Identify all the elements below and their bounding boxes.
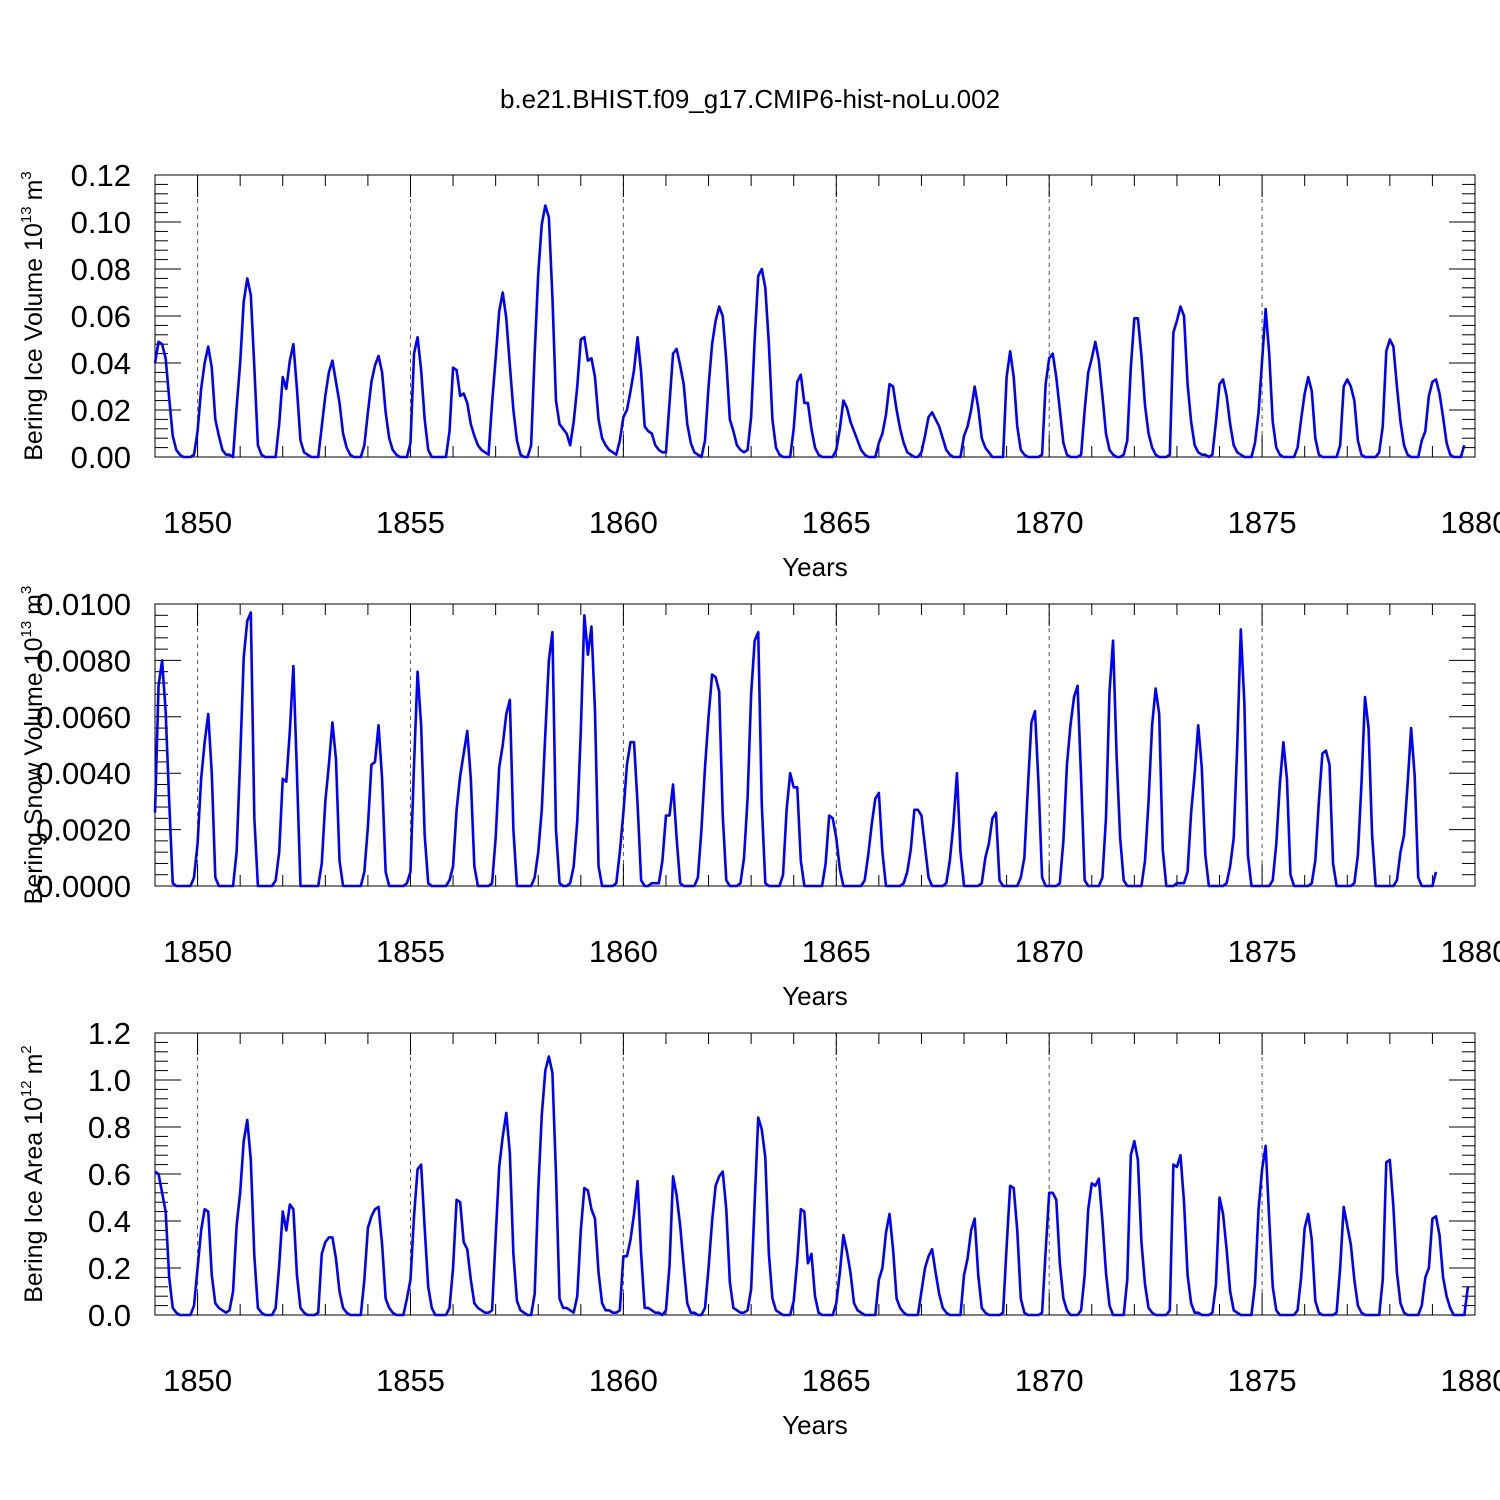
y-tick-label: 0.4 xyxy=(88,1204,131,1239)
y-tick-label: 1.0 xyxy=(88,1063,131,1098)
x-tick-label: 1860 xyxy=(589,934,658,969)
y-tick-label: 1.2 xyxy=(88,1016,131,1051)
x-tick-label: 1880 xyxy=(1441,1363,1500,1398)
x-tick-label: 1875 xyxy=(1228,934,1297,969)
chart-panel-1: 1850 1855 1860 1865 1870 1875 1880 Years 0.00 0.0… xyxy=(18,158,1500,582)
y-tick-label: 0.08 xyxy=(71,252,131,287)
x-tick-label: 1855 xyxy=(376,934,445,969)
x-tick-label: 1870 xyxy=(1015,1363,1084,1398)
x-tick-label: 1880 xyxy=(1441,934,1500,969)
x-tick-label: 1865 xyxy=(802,1363,871,1398)
x-axis-label: Years xyxy=(782,981,848,1011)
y-axis-label-unit-exponent: 3 xyxy=(18,171,35,179)
y-axis-label-exponent: 13 xyxy=(18,206,35,223)
y-tick-label: 0.0100 xyxy=(36,587,131,622)
y-axis-label: Bering Ice Volume 1013 m3 xyxy=(18,171,48,461)
y-axis-label-unit-exponent: 3 xyxy=(18,586,35,594)
y-tick-label: 0.0020 xyxy=(36,813,131,848)
series-line-1 xyxy=(153,611,1438,888)
y-tick-label: 0.6 xyxy=(88,1157,131,1192)
x-tick-label: 1855 xyxy=(376,505,445,540)
chart-panel-3: 1850 1855 1860 1865 1870 1875 1880 Years 0.0 0.2 0… xyxy=(18,1016,1500,1440)
y-tick-label: 0.12 xyxy=(71,158,131,193)
x-tick-label: 1850 xyxy=(163,505,232,540)
y-tick-label: 0.0000 xyxy=(36,869,131,904)
y-tick-label: 0.04 xyxy=(71,346,131,381)
x-tick-label: 1880 xyxy=(1441,505,1500,540)
plot-frame xyxy=(154,1032,1476,1316)
x-tick-label: 1855 xyxy=(376,1363,445,1398)
x-tick-label: 1875 xyxy=(1228,1363,1297,1398)
y-axis-label-text: Bering Snow Volume 10 xyxy=(20,638,48,905)
y-axis-label-unit: m xyxy=(20,594,48,615)
series-line-1 xyxy=(153,204,1466,459)
x-tick-label: 1860 xyxy=(589,505,658,540)
y-axis-label-exponent: 12 xyxy=(18,1080,35,1097)
y-axis-label: Bering Ice Area 1012 m2 xyxy=(18,1045,48,1303)
y-axis-label-exponent: 13 xyxy=(18,621,35,638)
x-tick-label: 1875 xyxy=(1228,505,1297,540)
y-axis-label-unit-exponent: 2 xyxy=(18,1045,35,1053)
x-tick-label: 1850 xyxy=(163,1363,232,1398)
figure-title: b.e21.BHIST.f09_g17.CMIP6-hist-noLu.002 xyxy=(500,84,1000,114)
y-tick-label: 0.02 xyxy=(71,393,131,428)
y-tick-label: 0.0 xyxy=(88,1298,131,1333)
y-tick-label: 0.0080 xyxy=(36,643,131,678)
y-tick-label: 0.10 xyxy=(71,205,131,240)
y-axis-label-text: Bering Ice Area 10 xyxy=(20,1097,48,1303)
x-tick-label: 1865 xyxy=(802,505,871,540)
y-axis-label: Bering Snow Volume 1013 m3 xyxy=(18,586,48,905)
x-tick-label: 1865 xyxy=(802,934,871,969)
y-tick-label: 0.0060 xyxy=(36,700,131,735)
y-tick-label: 0.06 xyxy=(71,299,131,334)
y-tick-label: 0.2 xyxy=(88,1251,131,1286)
y-tick-label: 0.0040 xyxy=(36,756,131,791)
x-tick-label: 1860 xyxy=(589,1363,658,1398)
y-axis-label-unit: m xyxy=(20,180,48,201)
chart-panel-2: 1850 1855 1860 1865 1870 1875 1880 Years 0.0000 0… xyxy=(18,586,1500,1011)
x-axis-label: Years xyxy=(782,552,848,582)
y-axis-label-text: Bering Ice Volume 10 xyxy=(20,223,48,461)
x-axis-label: Years xyxy=(782,1410,848,1440)
y-tick-label: 0.00 xyxy=(71,440,131,475)
y-axis-label-unit: m xyxy=(20,1054,48,1075)
x-tick-label: 1870 xyxy=(1015,505,1084,540)
x-tick-label: 1870 xyxy=(1015,934,1084,969)
y-tick-label: 0.8 xyxy=(88,1110,131,1145)
panels: 1850 1855 1860 1865 1870 1875 1880 Years 0.00 0.0… xyxy=(18,158,1500,1440)
series-line-1 xyxy=(154,1055,1470,1317)
x-tick-label: 1850 xyxy=(163,934,232,969)
plot-frame xyxy=(154,174,1476,458)
